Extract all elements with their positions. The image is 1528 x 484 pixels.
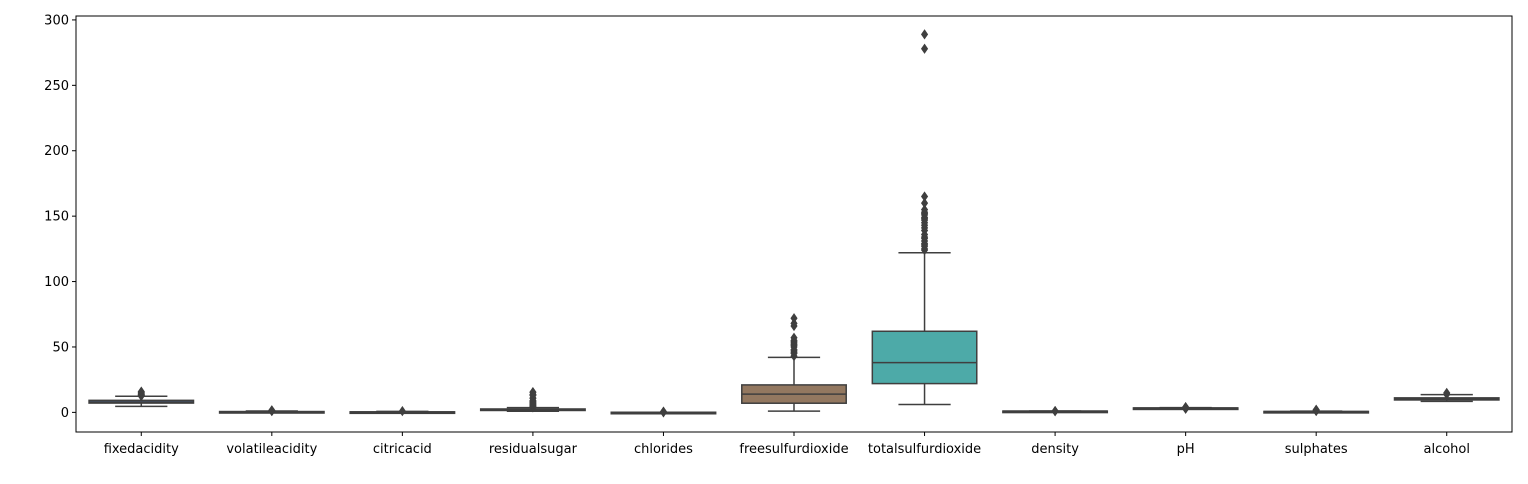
outlier-point — [920, 43, 929, 54]
x-tick-label-volatileacidity: volatileacidity — [226, 442, 317, 457]
box-series — [88, 29, 1500, 418]
x-tick-label-freesulfurdioxide: freesulfurdioxide — [739, 442, 848, 457]
box-chlorides — [610, 406, 717, 418]
y-tick-label: 200 — [44, 144, 69, 159]
outlier-point — [1051, 405, 1059, 417]
box-citricacid — [349, 405, 456, 417]
outlier-point — [920, 29, 929, 40]
y-tick-label: 50 — [52, 340, 69, 355]
outlier-point — [1182, 402, 1190, 413]
outlier-point — [398, 405, 406, 417]
box-fixedacidity — [88, 386, 195, 408]
x-tick-label-fixedacidity: fixedacidity — [104, 442, 179, 457]
outlier-point — [920, 204, 929, 215]
x-tick-label-chlorides: chlorides — [634, 442, 693, 457]
outlier-point — [790, 318, 798, 329]
box-residualsugar — [479, 386, 586, 413]
x-tick-label-density: density — [1031, 442, 1079, 457]
x-tick-label-sulphates: sulphates — [1285, 442, 1348, 457]
outlier-point — [1443, 387, 1451, 399]
x-tick-label-citricacid: citricacid — [373, 442, 432, 457]
outlier-point — [268, 405, 276, 416]
x-tick-label-totalsulfurdioxide: totalsulfurdioxide — [868, 442, 981, 457]
outlier-point — [920, 191, 929, 202]
x-tick-label-pH: pH — [1177, 442, 1195, 457]
x-axis: fixedacidity volatileacidity citricacid res… — [104, 432, 1470, 457]
box-sulphates — [1263, 404, 1370, 417]
outlier-point — [529, 386, 537, 398]
y-tick-label: 150 — [44, 210, 69, 225]
y-tick-label: 250 — [44, 79, 69, 94]
y-tick-label: 100 — [44, 275, 69, 290]
x-tick-label-alcohol: alcohol — [1423, 442, 1469, 457]
box-density — [1002, 405, 1109, 417]
box-volatileacidity — [218, 405, 325, 417]
box-totalsulfurdioxide — [871, 29, 978, 406]
outlier-point — [790, 313, 798, 324]
outlier-point — [790, 332, 798, 343]
y-tick-label: 300 — [44, 13, 69, 28]
outlier-point — [137, 386, 145, 397]
box-alcohol — [1393, 387, 1500, 403]
outlier-point — [659, 406, 668, 417]
x-tick-label-residualsugar: residualsugar — [489, 442, 578, 457]
y-tick-label: 0 — [61, 406, 69, 421]
box-freesulfurdioxide — [741, 313, 847, 412]
outlier-point — [920, 197, 929, 209]
y-axis: 0 50 100 150 200 250 300 — [44, 13, 76, 421]
box-pH — [1132, 402, 1239, 414]
box-body — [871, 330, 978, 385]
outlier-point — [1312, 404, 1320, 415]
